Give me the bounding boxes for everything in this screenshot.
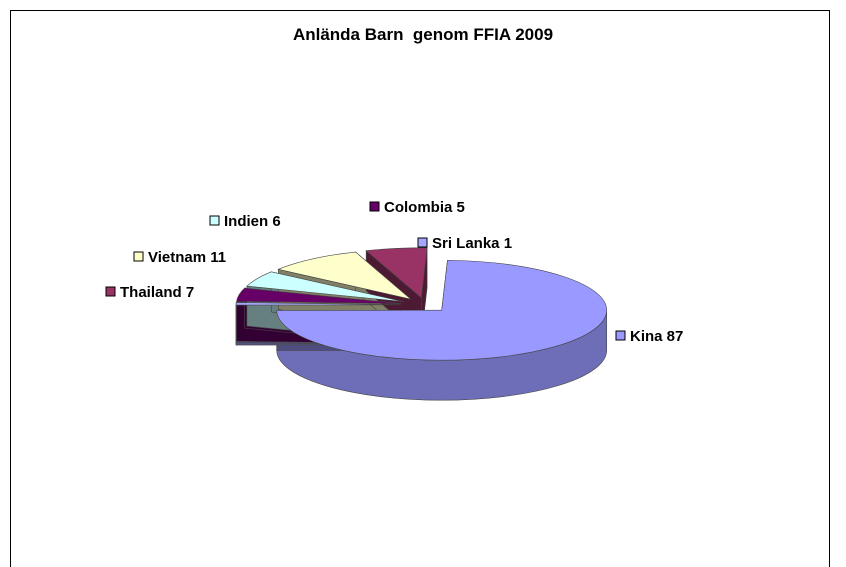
label-swatch-sri-lanka xyxy=(417,237,428,248)
pie-slice-vietnam xyxy=(277,251,411,300)
label-text-sri-lanka: Sri Lanka 1 xyxy=(432,235,512,252)
label-text-kina: Kina 87 xyxy=(630,328,683,345)
label-swatch-colombia xyxy=(369,201,380,212)
label-swatch-vietnam xyxy=(133,251,144,262)
pie-labels: Kina 87 Sri Lanka 1 Colombia 5 Indien 6 Viet… xyxy=(105,199,683,345)
pie-slice-thailand xyxy=(365,247,428,299)
label-swatch-kina xyxy=(615,330,626,341)
pie-slice-indien xyxy=(246,271,404,302)
data-label-colombia: Colombia 5 xyxy=(369,199,465,216)
data-label-indien: Indien 6 xyxy=(209,213,281,230)
label-text-vietnam: Vietnam 11 xyxy=(148,249,226,266)
data-label-kina: Kina 87 xyxy=(615,328,683,345)
label-swatch-indien xyxy=(209,215,220,226)
label-text-thailand: Thailand 7 xyxy=(120,284,194,301)
data-label-sri-lanka: Sri Lanka 1 xyxy=(417,235,512,252)
label-text-indien: Indien 6 xyxy=(224,213,281,230)
pie-slice-kina xyxy=(276,259,608,361)
data-label-thailand: Thailand 7 xyxy=(105,284,194,301)
pie-slice-sri-lanka xyxy=(235,302,402,306)
label-swatch-thailand xyxy=(105,286,116,297)
chart-title: Anlända Barn genom FFIA 2009 xyxy=(292,25,554,44)
label-text-colombia: Colombia 5 xyxy=(384,199,465,216)
pie-slice-colombia xyxy=(236,287,402,304)
data-label-vietnam: Vietnam 11 xyxy=(133,249,226,266)
pie-tops xyxy=(235,247,608,361)
